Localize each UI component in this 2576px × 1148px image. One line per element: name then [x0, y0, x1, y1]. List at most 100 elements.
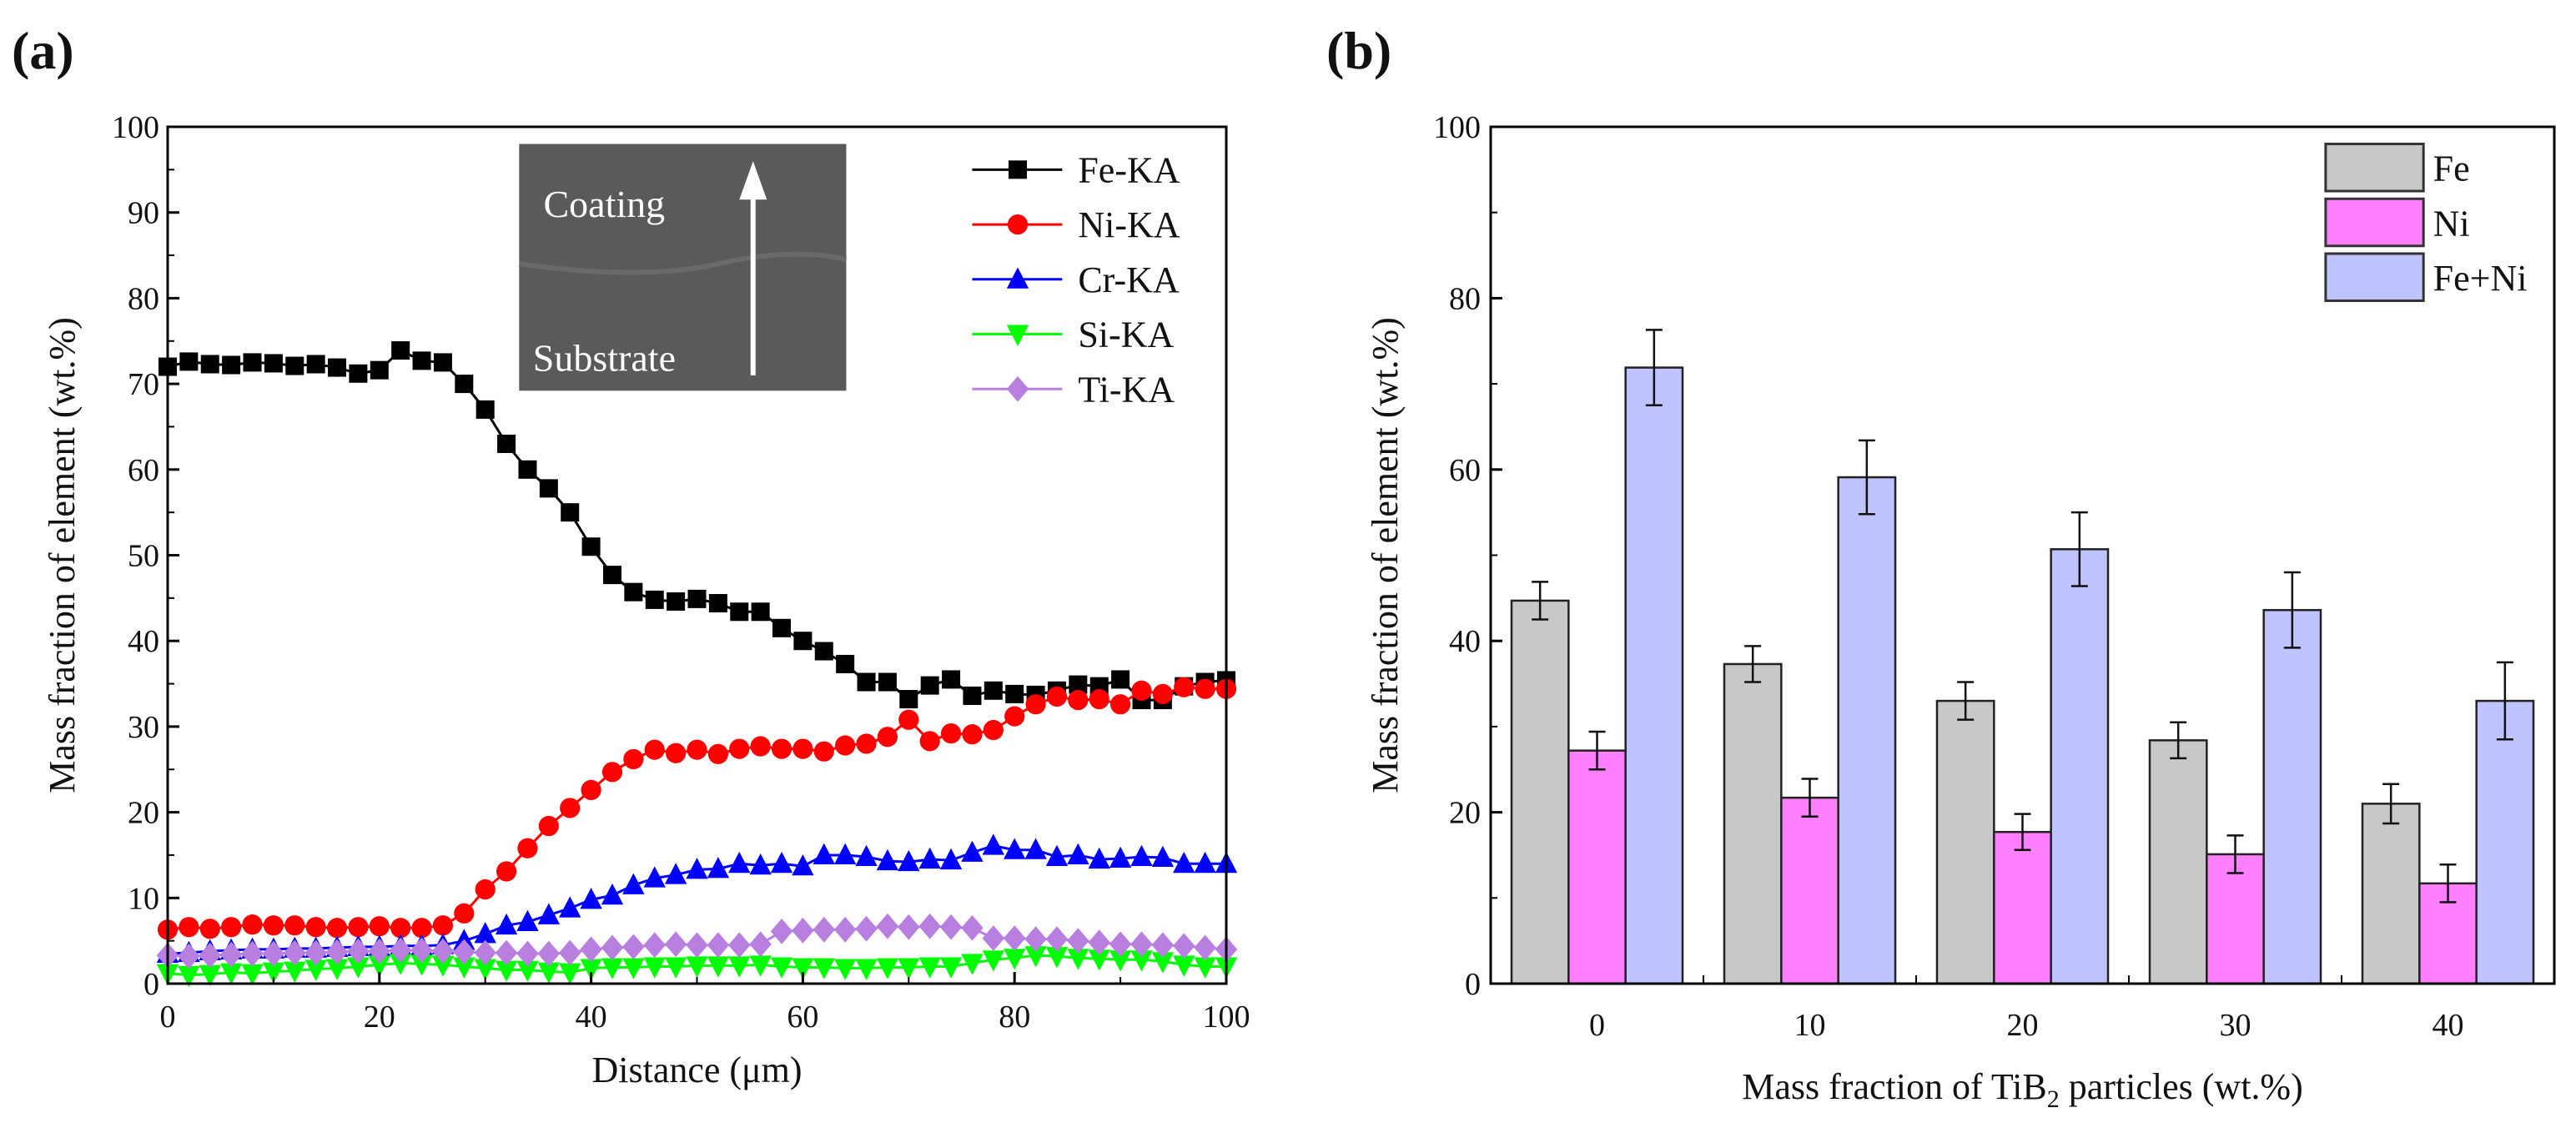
data-point-Fe-KA [708, 594, 727, 613]
data-point-Cr-KA [833, 843, 857, 864]
data-point-Si-KA [876, 958, 899, 979]
data-point-Fe-KA [518, 460, 537, 479]
data-point-Ni-KA [369, 916, 390, 937]
data-point-Si-KA [1045, 947, 1069, 969]
data-point-Ni-KA [1025, 694, 1046, 715]
data-point-Cr-KA [516, 909, 539, 932]
data-point-Si-KA [431, 955, 455, 977]
data-point-Ni-KA [581, 779, 601, 800]
data-point-Fe-KA [243, 353, 262, 372]
data-point-Ti-KA [1024, 926, 1047, 952]
data-point-Si-KA [559, 963, 581, 984]
data-point-Cr-KA [939, 848, 963, 870]
data-point-Ni-KA [729, 738, 750, 759]
data-point-Ti-KA [1194, 934, 1216, 961]
data-point-Fe-KA [814, 642, 833, 661]
x-tick-label: 20 [364, 999, 395, 1035]
data-point-Fe-KA [306, 355, 325, 374]
data-point-Fe-KA [942, 670, 961, 689]
data-point-Ni-KA [750, 736, 771, 757]
inset-micrograph: Coating Substrate [518, 144, 848, 391]
data-point-Ni-KA [601, 762, 623, 783]
y-tick-label: 70 [128, 367, 159, 402]
data-point-Fe-KA [497, 434, 516, 453]
data-point-Si-KA [495, 960, 518, 982]
data-point-Fe-KA [370, 360, 389, 380]
data-point-Ti-KA [643, 932, 666, 959]
data-point-Si-KA [537, 962, 561, 984]
data-point-Ti-KA [1151, 932, 1175, 959]
data-point-Si-KA [939, 957, 963, 979]
data-point-Fe-KA [475, 400, 495, 419]
data-point-Fe-KA [602, 566, 621, 585]
data-point-Fe-KA [1069, 675, 1088, 694]
data-point-Ti-KA [1004, 925, 1026, 951]
data-point-Ti-KA [241, 940, 264, 967]
series-Ti-KA [156, 913, 1238, 969]
data-point-Ni-KA [687, 739, 707, 760]
data-point-Ni-KA [813, 741, 834, 762]
data-point-Ni-KA [962, 724, 983, 745]
series-line-Fe-KA [167, 349, 1227, 702]
data-point-Cr-KA [559, 896, 581, 918]
data-point-Fe-KA [264, 354, 283, 373]
data-point-Ni-KA [644, 739, 665, 760]
data-point-Si-KA [813, 958, 835, 979]
data-point-Ti-KA [495, 939, 518, 966]
data-point-Ni-KA [221, 917, 242, 938]
data-point-Fe-KA [857, 672, 876, 692]
data-point-Ni-KA [940, 723, 962, 744]
data-point-Ni-KA [1110, 694, 1131, 715]
data-point-Si-KA [199, 964, 221, 987]
data-point-Cr-KA [918, 847, 941, 869]
data-point-Fe-KA [963, 686, 982, 705]
bar-Fe-30 [2148, 739, 2208, 985]
data-point-Cr-KA [1194, 851, 1216, 874]
data-point-Si-KA [918, 957, 941, 979]
data-point-Ti-KA [876, 913, 899, 939]
x-axis-label-part: particles (wt.%) [2060, 1066, 2303, 1107]
data-point-Ni-KA [432, 915, 454, 936]
data-point-Ni-KA [856, 733, 877, 754]
data-point-Fe-KA [667, 592, 686, 611]
data-point-Ti-KA [918, 913, 941, 939]
bar-Fe+Ni-40 [2475, 699, 2535, 985]
data-point-Cr-KA [580, 888, 602, 909]
data-point-Fe-KA [836, 654, 855, 673]
arrowhead-icon [739, 161, 767, 200]
y-tick-label: 40 [128, 624, 159, 659]
data-point-Ni-KA [666, 743, 687, 763]
data-point-Fe-KA [1111, 670, 1130, 689]
data-point-Ti-KA [368, 938, 390, 964]
data-point-Cr-KA [474, 922, 496, 944]
data-point-Fe-KA [645, 590, 664, 609]
data-point-Si-KA [219, 963, 243, 984]
data-point-Si-KA [178, 965, 200, 988]
legend-marker-Ti-KA [1006, 375, 1029, 402]
data-point-Cr-KA [982, 833, 1005, 855]
data-point-Cr-KA [898, 849, 920, 872]
x-tick-label: 20 [2007, 1008, 2039, 1043]
data-point-Fe-KA [772, 618, 792, 637]
data-point-Ti-KA [559, 939, 581, 966]
data-point-Ni-KA [1046, 686, 1068, 707]
data-point-Ni-KA [517, 838, 538, 858]
x-tick-label: 30 [2220, 1008, 2251, 1043]
data-point-Ti-KA [410, 937, 433, 964]
data-point-Ni-KA [771, 738, 792, 759]
data-point-Ti-KA [580, 936, 602, 963]
x-axis-label-part: 2 [2047, 1085, 2060, 1113]
data-point-Fe-KA [433, 353, 452, 372]
data-point-Ni-KA [1195, 678, 1215, 699]
data-point-Si-KA [707, 956, 730, 978]
data-point-Cr-KA [1088, 847, 1110, 869]
x-tick-label: 40 [2433, 1008, 2464, 1043]
legend-label-Cr-KA: Cr-KA [1078, 259, 1180, 300]
data-point-Ti-KA [1173, 933, 1195, 959]
y-tick-label: 90 [128, 196, 159, 231]
data-point-Fe-KA [624, 582, 643, 602]
data-point-Si-KA [961, 954, 984, 975]
inset-interface-line [518, 251, 848, 275]
data-point-Si-KA [1173, 955, 1195, 977]
data-point-Fe-KA [200, 355, 219, 374]
